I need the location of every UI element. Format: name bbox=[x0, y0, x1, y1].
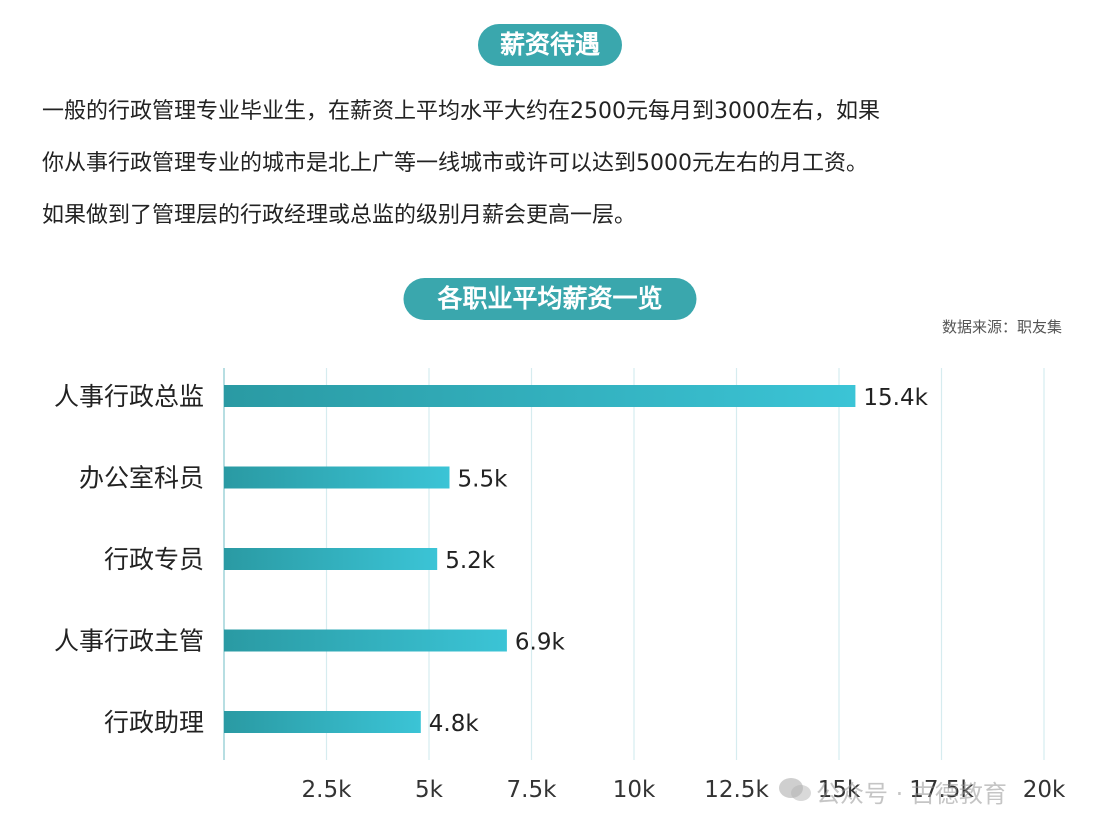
paragraph-line: 如果做到了管理层的行政经理或总监的级别月薪会更高一层。 bbox=[42, 203, 637, 228]
chart-bars bbox=[224, 385, 856, 733]
salary-bar-chart: 2.5k 5k 7.5k 10k 12.5k 15k 17.5k 20k 人事行政总监 15.4k… bbox=[54, 368, 1066, 803]
wechat-icon bbox=[779, 778, 811, 801]
x-tick-label: 12.5k bbox=[704, 777, 769, 803]
category-label: 行政专员 bbox=[104, 545, 204, 574]
x-tick-label: 20k bbox=[1023, 777, 1066, 803]
data-label: 15.4k bbox=[863, 385, 928, 411]
category-label: 办公室科员 bbox=[79, 464, 204, 493]
bar bbox=[224, 629, 507, 652]
x-tick-label: 7.5k bbox=[507, 777, 558, 803]
category-label: 行政助理 bbox=[104, 708, 204, 737]
data-label: 5.5k bbox=[458, 467, 509, 493]
x-tick-label: 5k bbox=[415, 777, 444, 803]
x-tick-label: 10k bbox=[613, 777, 656, 803]
bar bbox=[224, 385, 856, 407]
chart-title: 各职业平均薪资一览 bbox=[403, 278, 697, 320]
salary-paragraph: 一般的行政管理专业毕业生，在薪资上平均水平大约在2500元每月到3000左右，如… bbox=[42, 86, 1072, 242]
bar bbox=[224, 548, 438, 570]
data-source-note: 数据来源：职友集 bbox=[941, 318, 1062, 336]
x-tick-label: 17.5k bbox=[909, 777, 974, 803]
data-label: 5.2k bbox=[445, 548, 496, 574]
bar bbox=[224, 466, 450, 489]
x-tick-label: 2.5k bbox=[302, 777, 353, 803]
category-label: 人事行政总监 bbox=[54, 382, 204, 411]
watermark-text: 公众号 · 古德教育 bbox=[816, 780, 1007, 808]
chart-labels: 2.5k 5k 7.5k 10k 12.5k 15k 17.5k 20k 人事行政总监 15.4k… bbox=[54, 382, 1066, 803]
data-label: 4.8k bbox=[429, 711, 480, 737]
category-label: 人事行政主管 bbox=[54, 627, 204, 656]
paragraph-line: 一般的行政管理专业毕业生，在薪资上平均水平大约在2500元每月到3000左右，如… bbox=[42, 99, 880, 124]
bar bbox=[224, 711, 421, 733]
x-tick-label: 15k bbox=[818, 777, 861, 803]
section-title-salary: 薪资待遇 bbox=[477, 24, 623, 66]
paragraph-line: 你从事行政管理专业的城市是北上广等一线城市或许可以达到5000元左右的月工资。 bbox=[42, 151, 868, 176]
data-label: 6.9k bbox=[515, 630, 566, 656]
